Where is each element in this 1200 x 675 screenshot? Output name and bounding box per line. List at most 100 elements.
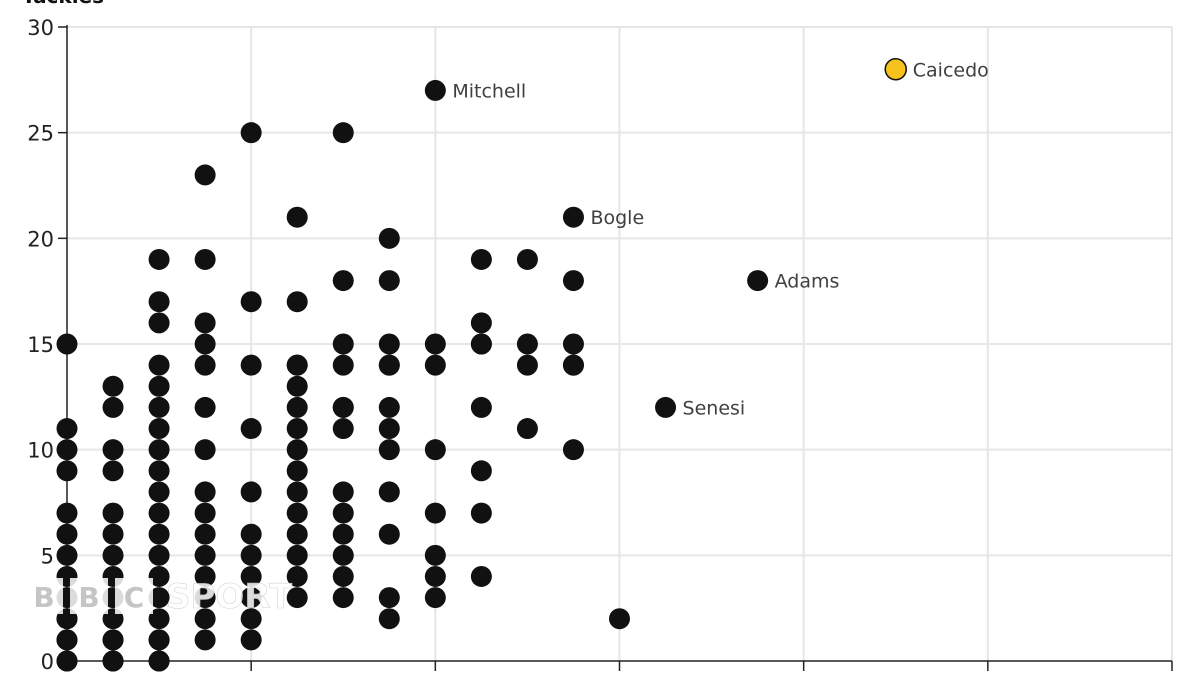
data-point <box>562 354 584 376</box>
data-point <box>56 650 78 672</box>
data-point <box>56 418 78 440</box>
data-point <box>148 565 170 587</box>
data-point <box>102 502 124 524</box>
data-point <box>194 354 216 376</box>
data-point <box>240 544 262 566</box>
data-point <box>194 608 216 630</box>
y-axis-title: Tackles <box>22 0 104 8</box>
data-point <box>148 460 170 482</box>
data-point <box>148 650 170 672</box>
logo-word: SPORT <box>166 577 293 617</box>
data-point <box>102 544 124 566</box>
data-point <box>747 270 769 292</box>
data-point <box>286 291 308 313</box>
data-point <box>148 502 170 524</box>
data-point <box>148 418 170 440</box>
data-point <box>378 481 400 503</box>
data-point <box>286 354 308 376</box>
data-point <box>102 460 124 482</box>
data-point <box>286 375 308 397</box>
y-tick-label: 0 <box>41 650 54 674</box>
logo-block <box>70 578 108 614</box>
data-point <box>194 439 216 461</box>
point-labels: Mitchell Bogle Adams Senesi Caicedo <box>452 59 988 419</box>
data-point <box>332 354 354 376</box>
data-point <box>470 396 492 418</box>
data-point <box>516 248 538 270</box>
data-point <box>194 333 216 355</box>
bbc-sport-logo: B B C SPORT <box>25 577 293 617</box>
data-point <box>332 333 354 355</box>
data-point <box>148 481 170 503</box>
data-point <box>56 502 78 524</box>
data-point <box>286 481 308 503</box>
data-point <box>516 354 538 376</box>
data-point <box>424 354 446 376</box>
data-point <box>332 544 354 566</box>
data-point <box>194 502 216 524</box>
data-point <box>562 439 584 461</box>
data-point <box>332 523 354 545</box>
data-point <box>424 565 446 587</box>
data-point <box>424 502 446 524</box>
data-point <box>194 523 216 545</box>
data-point <box>148 248 170 270</box>
data-point <box>240 122 262 144</box>
data-point <box>148 544 170 566</box>
data-point <box>240 418 262 440</box>
data-point <box>332 396 354 418</box>
data-point <box>286 523 308 545</box>
data-point <box>424 439 446 461</box>
data-point <box>655 396 677 418</box>
point-label: Senesi <box>683 397 746 419</box>
data-point <box>378 587 400 609</box>
data-points <box>56 58 907 672</box>
logo-block <box>25 578 63 614</box>
data-point <box>102 396 124 418</box>
data-point <box>332 502 354 524</box>
data-point <box>194 565 216 587</box>
logo-letter: C <box>124 581 145 614</box>
data-point <box>148 629 170 651</box>
data-point <box>102 375 124 397</box>
data-point <box>286 502 308 524</box>
data-point <box>194 481 216 503</box>
highlighted-data-point <box>884 58 907 81</box>
data-point <box>516 418 538 440</box>
y-tick-label: 30 <box>27 16 54 40</box>
logo-letter: B <box>33 581 54 614</box>
y-tick-label: 15 <box>27 333 54 357</box>
grid-lines <box>67 26 1173 661</box>
data-point <box>194 587 216 609</box>
data-point <box>378 608 400 630</box>
data-point <box>378 270 400 292</box>
data-point <box>378 333 400 355</box>
data-point <box>148 608 170 630</box>
data-point <box>562 333 584 355</box>
data-point <box>240 629 262 651</box>
data-point <box>424 333 446 355</box>
data-point <box>470 333 492 355</box>
point-label: Mitchell <box>452 80 526 102</box>
y-tick-label: 25 <box>27 122 54 146</box>
data-point <box>240 523 262 545</box>
logo-block <box>115 578 153 614</box>
data-point <box>378 354 400 376</box>
data-point <box>286 206 308 228</box>
data-point <box>286 587 308 609</box>
data-point <box>286 396 308 418</box>
data-point <box>56 460 78 482</box>
data-point <box>194 248 216 270</box>
data-point <box>102 629 124 651</box>
data-point <box>286 544 308 566</box>
logo-letter: B <box>78 581 99 614</box>
data-point <box>286 418 308 440</box>
data-point <box>332 270 354 292</box>
data-point <box>286 565 308 587</box>
data-point <box>240 565 262 587</box>
data-point <box>148 312 170 334</box>
data-point <box>148 354 170 376</box>
data-point <box>424 587 446 609</box>
data-point <box>240 354 262 376</box>
data-point <box>470 248 492 270</box>
